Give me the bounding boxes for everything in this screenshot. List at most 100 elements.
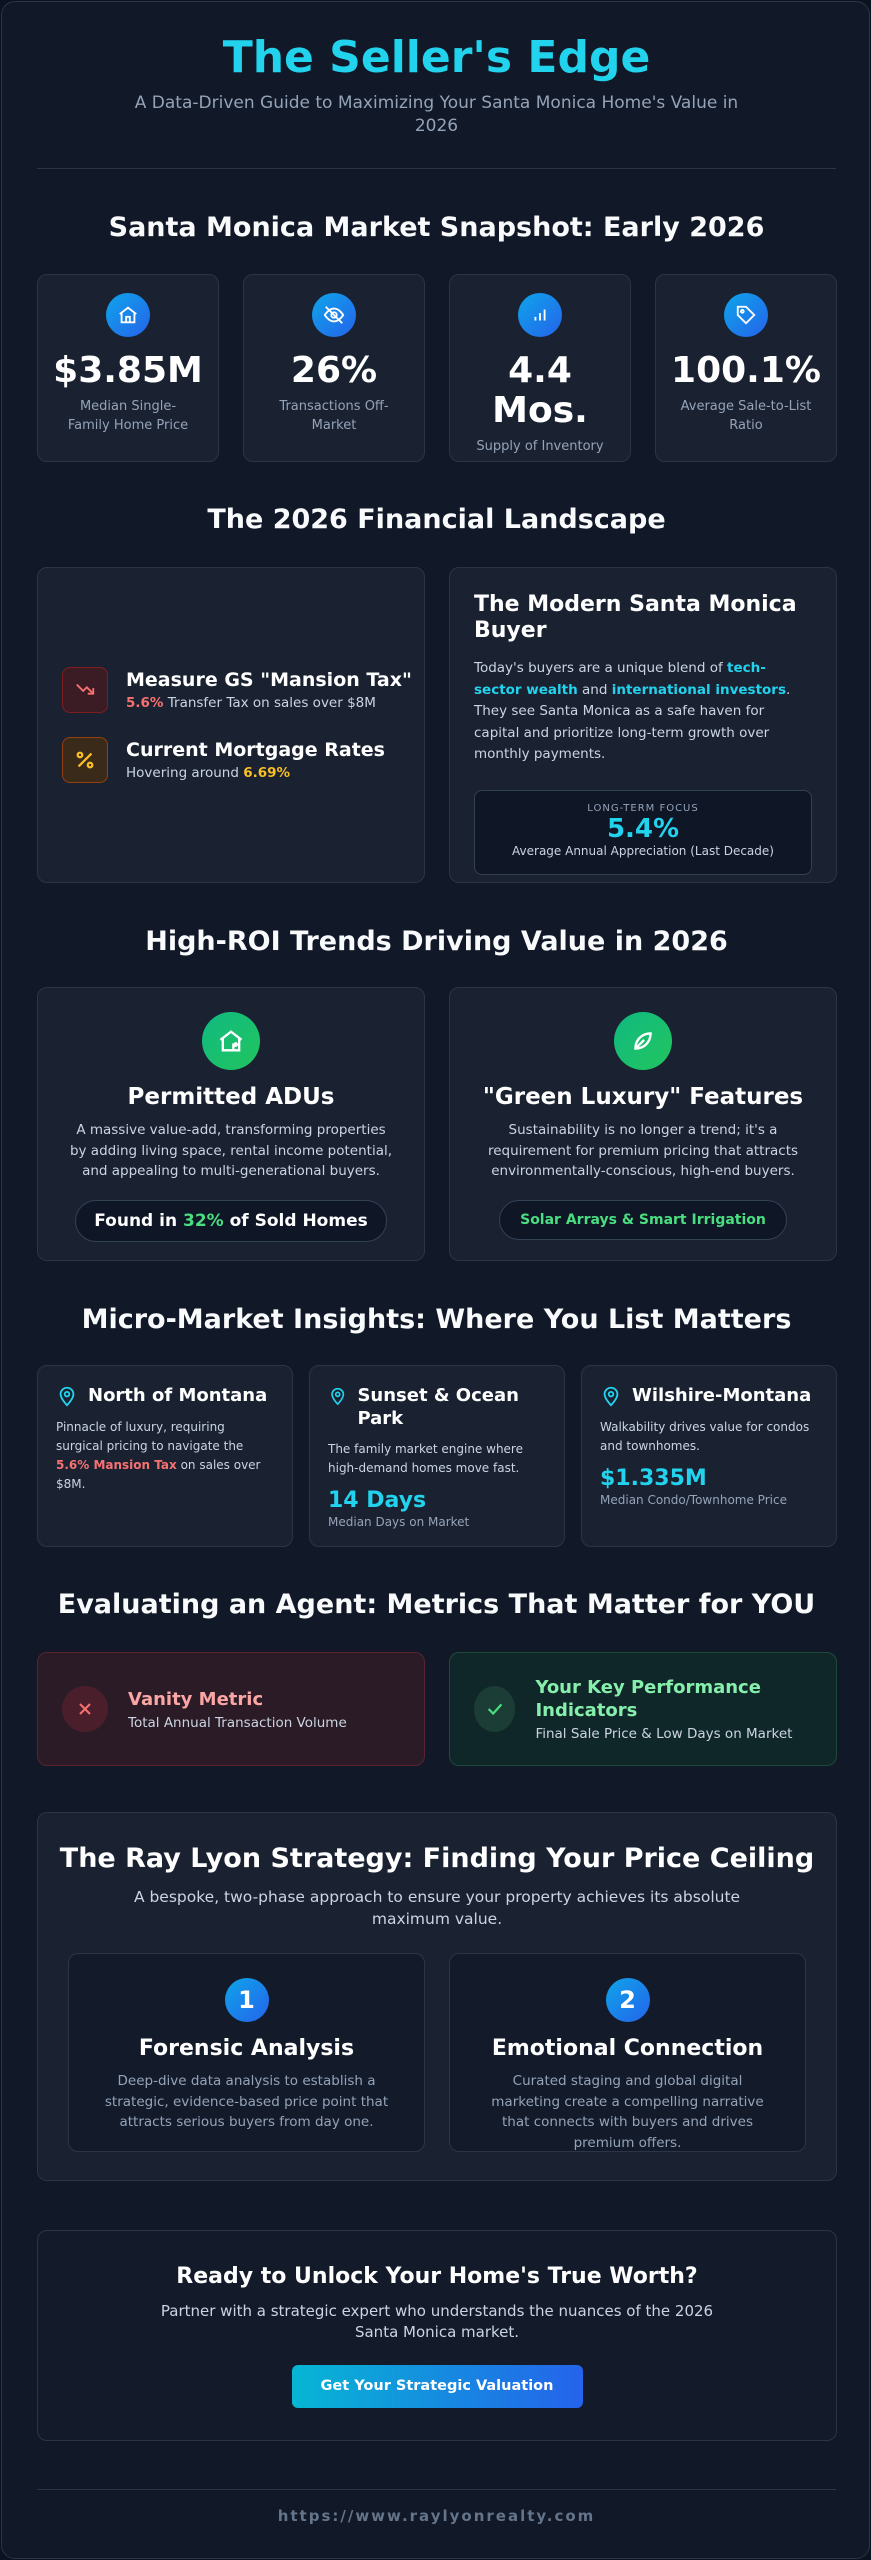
icon (202, 1012, 260, 1070)
card-text: Sustainability is no longer a trend; it'… (487, 1122, 799, 1179)
card-title: Permitted ADUs (127, 1084, 335, 1110)
icon (614, 1012, 672, 1070)
stat-card: 4.4 Mos. Supply of Inventory (449, 274, 631, 462)
card-text: Walkability drives value for condos and … (600, 1420, 810, 1453)
card-title: The Modern Santa Monica Buyer (474, 592, 797, 643)
strategy-title: The Ray Lyon Strategy: Finding Your Pric… (59, 1843, 815, 1874)
feature-badge: Solar Arrays & Smart Irrigation (499, 1199, 787, 1240)
text-part: Pinnacle of luxury, requiring surgical p… (56, 1420, 244, 1453)
stat-value: 26% (290, 350, 378, 391)
focus-label: LONG-TERM FOCUS (587, 802, 699, 814)
text-part: . They see Santa Monica as a safe haven … (474, 681, 791, 763)
text-part: and (582, 681, 608, 698)
step-text: Curated staging and global digital marke… (491, 2073, 764, 2151)
strategy-subtitle: A bespoke, two-phase approach to ensure … (133, 1888, 741, 1928)
stat-label: Median Single-Family Home Price (67, 399, 189, 433)
card-title: "Green Luxury" Features (482, 1084, 804, 1110)
stat-label: Supply of Inventory (476, 439, 604, 454)
strategy-box: The Ray Lyon Strategy: Finding Your Pric… (37, 1812, 837, 2181)
stat-caption: Median Condo/Townhome Price (600, 1493, 787, 1507)
stat-label: Transactions Off-Market (279, 399, 389, 433)
cta-box: Ready to Unlock Your Home's True Worth? … (37, 2230, 837, 2441)
item-title: Current Mortgage Rates (126, 739, 385, 761)
icon (62, 737, 108, 783)
micro-card: Sunset & Ocean Park The family market en… (309, 1365, 565, 1547)
text-part: on sales over $8M. (56, 1458, 261, 1491)
card-title: North of Montana (88, 1385, 268, 1406)
step-number: 1 (224, 1978, 269, 2022)
mortgage-item: Current Mortgage Rates Hovering around 6… (62, 737, 385, 783)
section-heading: Evaluating an Agent: Metrics That Matter… (57, 1589, 816, 1620)
footer-url: https://www.raylyonrealty.com (277, 2507, 596, 2525)
rate-value: 6.69% (243, 765, 291, 781)
finance-card: Measure GS "Mansion Tax" 5.6% Transfer T… (37, 567, 425, 883)
step-card: 1 Forensic Analysis Deep-dive data analy… (68, 1953, 425, 2152)
divider (37, 2489, 836, 2490)
item-title: Measure GS "Mansion Tax" (126, 669, 412, 691)
stat-card: 26% Transactions Off-Market (243, 274, 425, 462)
step-title: Emotional Connection (491, 2036, 764, 2061)
icon (474, 1686, 516, 1732)
tax-value: 5.6% (126, 695, 164, 711)
stat-caption: Median Days on Market (328, 1515, 470, 1529)
text-part: Today's buyers are a unique blend of (474, 660, 723, 676)
vanity-card: Vanity Metric Total Annual Transaction Vo… (37, 1652, 425, 1766)
icon (106, 293, 150, 337)
icon (62, 1686, 108, 1732)
focus-box: LONG-TERM FOCUS 5.4% Average Annual Appr… (474, 789, 812, 875)
section-heading: Micro-Market Insights: Where You List Ma… (81, 1304, 792, 1335)
kpi-card: Your Key Performance Indicators Final Sal… (449, 1652, 837, 1766)
section-heading: The 2026 Financial Landscape (207, 504, 666, 535)
icon (62, 667, 108, 713)
stat-card: $3.85M Median Single-Family Home Price (37, 274, 219, 462)
card-title: Your Key Performance Indicators (535, 1677, 761, 1721)
card-text: Pinnacle of luxury, requiring surgical p… (56, 1418, 274, 1494)
badge-text: of Sold Homes (229, 1210, 368, 1231)
section-heading: Santa Monica Market Snapshot: Early 2026 (108, 212, 765, 243)
highlight: international investors (611, 681, 786, 698)
stat-value: 100.1% (671, 350, 821, 391)
card-text: Final Sale Price & Low Days on Market (535, 1726, 793, 1742)
highlight: tech-sector wealth (474, 660, 766, 698)
trend-card: Permitted ADUs A massive value-add, tran… (37, 987, 425, 1261)
stat-value: $3.85M (53, 350, 203, 391)
tax-item: Measure GS "Mansion Tax" 5.6% Transfer T… (62, 667, 412, 713)
icon (518, 293, 562, 337)
highlight: 5.6% Mansion Tax (56, 1458, 177, 1472)
stat-value: 14 Days (328, 1488, 427, 1513)
badge-value: 32% (183, 1210, 224, 1231)
focus-caption: Average Annual Appreciation (Last Decade… (512, 843, 774, 858)
cta-button[interactable]: Get Your Strategic Valuation (291, 2365, 583, 2408)
stat-value: 4.4 Mos. (492, 350, 588, 431)
section-heading: High-ROI Trends Driving Value in 2026 (145, 926, 728, 957)
cta-text: Partner with a strategic expert who unde… (160, 2302, 714, 2341)
step-card: 2 Emotional Connection Curated staging a… (449, 1953, 806, 2152)
card-text: A massive value-add, transforming proper… (69, 1122, 393, 1179)
stat-badge: Found in 32% of Sold Homes (75, 1199, 387, 1242)
stat-value: $1.335M (600, 1466, 707, 1491)
step-number: 2 (605, 1978, 650, 2022)
card-title: Sunset & Ocean Park (357, 1385, 519, 1429)
card-text: Today's buyers are a unique blend of tec… (474, 658, 812, 766)
card-title: Vanity Metric (128, 1688, 264, 1710)
focus-value: 5.4% (606, 813, 680, 844)
stat-label: Average Sale-to-List Ratio (680, 399, 812, 433)
card-title: Wilshire-Montana (632, 1385, 812, 1406)
cta-title: Ready to Unlock Your Home's True Worth? (176, 2264, 698, 2289)
item-text: Hovering around (126, 765, 239, 781)
title: The Seller's Edge (222, 32, 651, 83)
icon (312, 293, 356, 337)
card-text: The family market engine where high-dema… (328, 1442, 523, 1475)
badge-text: Found in (94, 1210, 178, 1231)
subtitle: A Data-Driven Guide to Maximizing Your S… (134, 93, 739, 136)
micro-card: Wilshire-Montana Walkability drives valu… (581, 1365, 837, 1547)
divider (37, 168, 836, 169)
card-text: Total Annual Transaction Volume (128, 1714, 347, 1731)
micro-card: North of Montana Pinnacle of luxury, req… (37, 1365, 293, 1547)
step-text: Deep-dive data analysis to establish a s… (104, 2073, 389, 2130)
stat-card: 100.1% Average Sale-to-List Ratio (655, 274, 837, 462)
item-text: Transfer Tax on sales over $8M (167, 695, 376, 711)
buyer-card: The Modern Santa Monica Buyer Today's bu… (449, 567, 837, 883)
